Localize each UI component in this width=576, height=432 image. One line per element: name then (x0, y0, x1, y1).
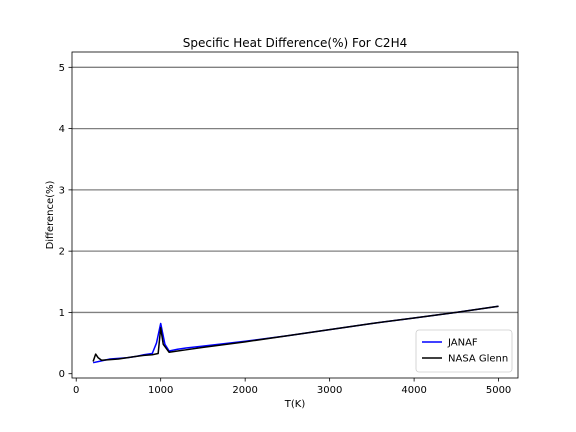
x-axis-label: T(K) (284, 399, 306, 410)
x-tick-label: 5000 (486, 385, 511, 396)
y-axis-label: Difference(%) (45, 180, 56, 249)
y-tick-label: 2 (59, 247, 65, 258)
legend-box (415, 329, 513, 373)
y-tick-label: 0 (59, 369, 65, 380)
x-tick-label: 0 (73, 385, 79, 396)
legend-label-0: JANAF (447, 338, 478, 349)
y-axis-ticks: 0 1 2 3 4 5 (59, 63, 72, 380)
legend: JANAF NASA Glenn (415, 329, 513, 373)
y-tick-label: 3 (59, 185, 65, 196)
y-tick-label: 5 (59, 63, 65, 74)
x-tick-label: 4000 (401, 385, 426, 396)
gridlines (72, 66, 518, 314)
y-tick-label: 4 (59, 124, 65, 135)
x-tick-label: 2000 (232, 385, 257, 396)
y-tick-label: 1 (59, 308, 65, 319)
series-line-1 (92, 305, 499, 362)
x-axis-ticks: 0 1000 2000 3000 4000 5000 (73, 378, 511, 396)
chart-title: Specific Heat Difference(%) For C2H4 (183, 36, 407, 50)
x-tick-label: 1000 (148, 385, 173, 396)
series-lines (92, 305, 499, 364)
x-tick-label: 3000 (317, 385, 342, 396)
legend-label-1: NASA Glenn (448, 354, 508, 365)
plot-frame (71, 51, 519, 379)
